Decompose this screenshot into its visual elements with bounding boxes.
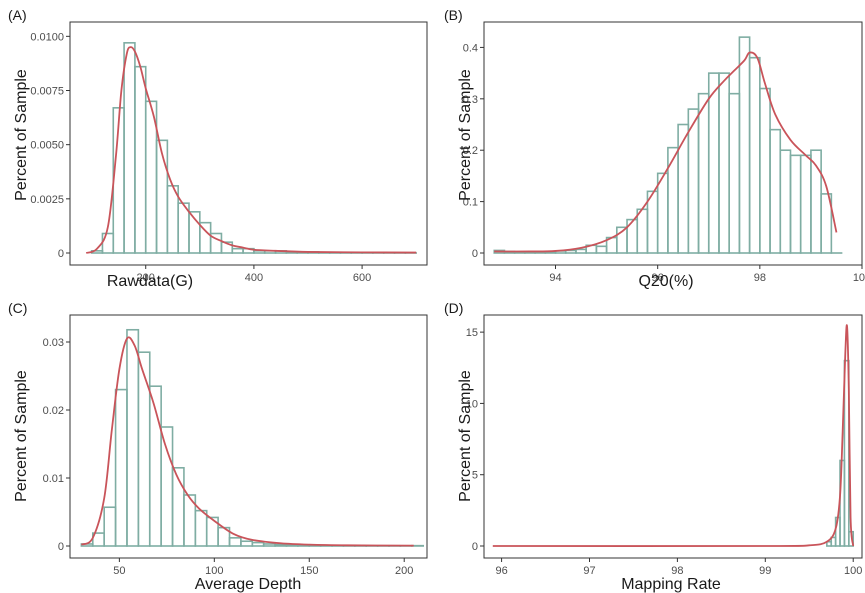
histogram-bar [799,154,812,254]
density-curve [494,51,838,253]
y-tick-label: 0.01 [43,473,64,485]
y-axis-title: Percent of Sample [13,69,30,201]
histogram-bar [220,241,234,254]
histogram-bar [126,328,140,547]
x-axis-title: Rawdata(G) [107,273,193,290]
density-curve [80,336,414,547]
x-axis-title: Average Depth [195,576,301,593]
histogram-bar [251,541,265,547]
histogram-bar [697,92,710,254]
histogram-bar [262,543,276,547]
panel-label: (D) [444,300,463,316]
chart-panel-3: 50 100 150 200 0 0.01 0.02 0.03 (C) Average Depth… [8,300,428,593]
panel-label: (B) [444,7,463,23]
x-axis-title: Q20(%) [638,273,693,290]
chart-panel-1: 200 400 600 0 0.0025 0.0050 0.0075 0.0100(A) Raw… [8,7,428,290]
y-tick-label: 0.03 [43,337,64,349]
chart-panel-4: 96 97 98 99 100 0 5 10 15(D) Mapping Rate Percent … [444,300,863,593]
y-tick-label: 0.02 [43,405,64,417]
histogram-bar [728,92,741,254]
y-axis-title: Percent of Sample [457,370,474,502]
y-tick-label: 0.4 [463,42,478,54]
histogram-bar [101,232,115,254]
histogram-bar [748,56,761,254]
y-tick-label: 0.2 [463,145,478,157]
x-axis-title: Mapping Rate [621,576,721,593]
panel-frame [69,314,428,559]
x-tick-label: 98 [754,272,766,284]
panel-frame [69,21,428,266]
panel-frame [483,314,863,559]
panel-frame [483,21,863,266]
density-curve [492,324,855,547]
x-tick-label: 200 [395,565,413,577]
histogram-bar [240,540,254,547]
y-tick-label: 10 [466,398,478,410]
x-tick-label: 99 [759,565,771,577]
histogram-bar [820,193,833,254]
x-tick-label: 100 [853,272,865,284]
x-tick-label: 98 [671,565,683,577]
y-tick-label: 0.0075 [30,86,64,98]
histogram-bar [114,388,128,547]
histogram-bar [738,36,751,254]
x-tick-label: 97 [583,565,595,577]
histogram-bar [137,351,151,547]
histogram-bar [155,139,169,254]
histogram-bar [636,208,649,254]
histogram-bar [656,172,669,254]
histogram-bar [595,245,608,254]
x-tick-label: 50 [113,565,125,577]
histogram-bar [103,506,117,547]
y-tick-label: 5 [472,470,478,482]
panel-label: (A) [8,7,27,23]
y-tick-label: 0 [472,248,478,260]
y-tick-label: 0 [58,248,64,260]
panel-label: (C) [8,300,27,316]
x-tick-label: 96 [495,565,507,577]
histogram-bar [779,149,792,254]
x-tick-label: 200 [137,272,155,284]
x-tick-label: 100 [844,565,862,577]
histogram-bar [789,154,802,254]
histogram-bar [231,247,244,254]
x-tick-label: 100 [205,565,223,577]
histogram-bar [134,65,147,254]
y-tick-label: 0.1 [463,197,478,209]
histogram-bar [575,248,587,254]
histogram-bar [160,426,174,547]
histogram-bar [718,72,730,254]
x-tick-label: 94 [549,272,561,284]
y-tick-label: 0 [472,541,478,553]
y-tick-label: 0.0025 [30,194,64,206]
histogram-bar [707,72,720,254]
histogram-bar [194,509,208,547]
histogram-bar [285,544,299,547]
histogram-bar [677,123,690,254]
histogram-bar [769,128,782,254]
y-axis-title: Percent of Sample [457,69,474,201]
histogram-bar [228,537,242,547]
histogram-bar [123,42,136,254]
histogram-bar [667,146,679,254]
y-tick-label: 0.0100 [30,31,64,43]
x-tick-label: 96 [652,272,664,284]
density-curve [85,46,417,254]
chart-panel-2: 94 96 98 100 0 0.1 0.2 0.3 0.4 (B) Q20(%) Percent o… [444,7,865,290]
y-tick-label: 0.0050 [30,140,64,152]
x-tick-label: 600 [353,272,371,284]
x-tick-label: 400 [245,272,263,284]
histogram-bar [759,87,771,254]
histogram-bar [274,543,288,547]
histogram-bar [166,185,179,254]
x-tick-label: 150 [300,565,318,577]
y-axis-title: Percent of Sample [13,370,30,502]
y-tick-label: 0.3 [463,94,478,106]
y-tick-label: 0 [58,541,64,553]
y-tick-label: 15 [466,327,478,339]
